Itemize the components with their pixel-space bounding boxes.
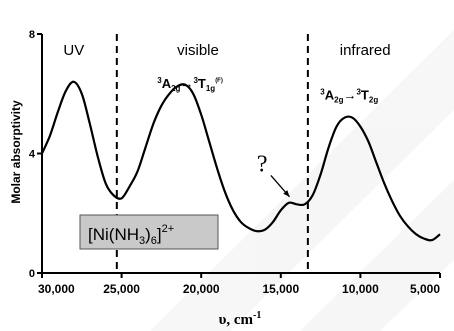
y-ticks: 0 4 8	[29, 29, 42, 280]
x-tick-label: 25,000	[103, 282, 140, 296]
x-tick-label: 5,000	[410, 282, 440, 296]
region-label: infrared	[340, 42, 391, 59]
compound-sub-nh3: 3	[139, 235, 145, 247]
y-tick-label: 4	[29, 149, 36, 161]
x-ticks: 30,000 25,000 20,000 15,000 10,000 5,000	[38, 273, 441, 296]
x-axis-label: υ, cm-1	[219, 310, 262, 328]
compound-prefix: [Ni(NH	[88, 225, 139, 244]
watermark-stripes	[150, 30, 454, 331]
x-axis-label-text: υ, cm	[219, 312, 254, 328]
y-tick-label: 8	[29, 29, 35, 41]
y-tick-label: 0	[29, 268, 35, 280]
region-dividers	[115, 34, 309, 273]
x-tick-label: 10,000	[342, 282, 379, 296]
series-curve	[40, 80, 441, 242]
compound-suffix: ]	[157, 225, 162, 244]
svg-text:[Ni(NH3)6]2+: [Ni(NH3)6]2+	[88, 223, 174, 247]
x-tick-label: 20,000	[183, 282, 220, 296]
y-axis-label: Molar absorptivity	[9, 100, 23, 204]
region-label: visible	[177, 42, 219, 59]
x-tick-label: 15,000	[262, 282, 299, 296]
question-annotation: ?	[257, 151, 268, 177]
compound-charge: 2+	[162, 223, 175, 235]
compound-sub-6: 6	[151, 235, 157, 247]
transition-label: 3A2g→3T2g	[320, 88, 378, 105]
annotation-arrowhead	[283, 190, 290, 197]
compound-label-box	[79, 214, 219, 250]
compound-label: [Ni(NH3)6]2+	[79, 214, 219, 250]
region-labels: UV visible infrared	[63, 42, 390, 59]
region-label: UV	[63, 42, 84, 59]
compound-mid: )	[145, 225, 151, 244]
x-axis-label-unit-exponent: -1	[253, 310, 261, 321]
x-tick-label: 30,000	[38, 282, 75, 296]
